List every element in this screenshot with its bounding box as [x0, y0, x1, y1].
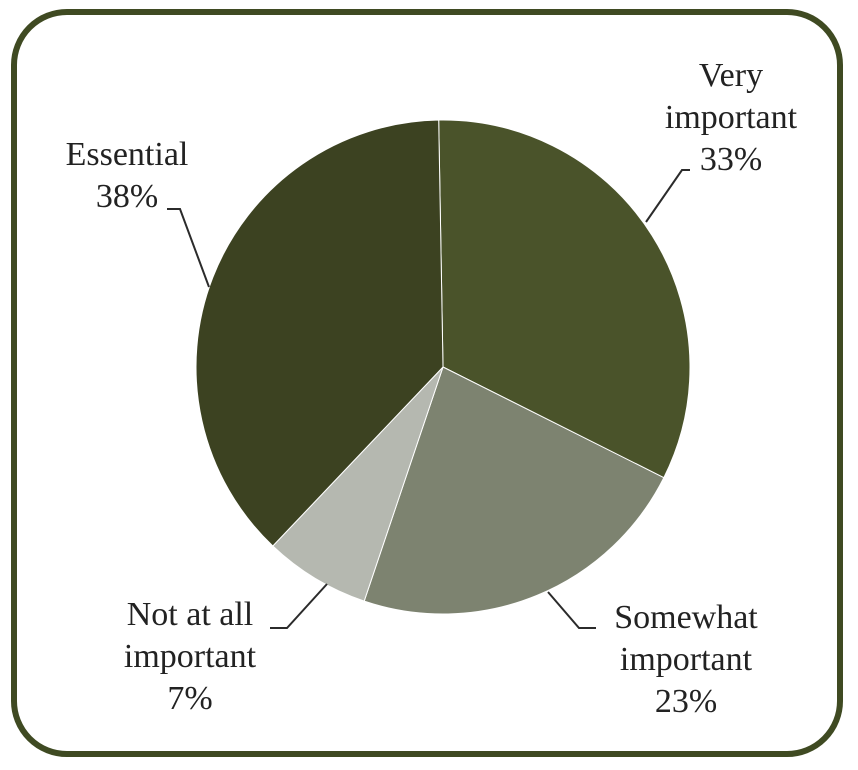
- leader-line-very-important: [645, 169, 690, 223]
- pie-slice-not-at-all-important: [272, 366, 444, 602]
- leader-line-essential: [167, 208, 210, 288]
- slice-label-somewhat-important: Somewhat important 23%: [614, 599, 758, 720]
- slice-label-line: Essential: [66, 136, 189, 173]
- slice-label-line: important: [124, 638, 257, 675]
- slice-label-line: important: [665, 99, 798, 136]
- slice-label-not-at-all-important: Not at all important 7%: [124, 596, 257, 717]
- slice-label-essential: Essential 38%: [66, 136, 189, 215]
- pie-slice-essential: [195, 119, 444, 547]
- leader-lines: [167, 169, 690, 629]
- slice-label-line: Very: [699, 57, 763, 94]
- leader-line-not-at-all-important: [270, 583, 328, 629]
- leader-line-somewhat-important: [547, 591, 596, 629]
- slice-label-line: 38%: [96, 178, 158, 215]
- slice-label-line: 23%: [655, 683, 717, 720]
- slice-label-line: 33%: [700, 141, 762, 178]
- pie-slices: [195, 119, 691, 615]
- pie-slice-very-important: [438, 119, 691, 479]
- pie-slice-somewhat-important: [363, 366, 665, 615]
- slice-label-line: Somewhat: [614, 599, 758, 636]
- slice-label-line: 7%: [167, 680, 212, 717]
- slice-label-line: Not at all: [127, 596, 254, 633]
- slice-label-very-important: Very important 33%: [665, 57, 798, 178]
- slice-labels: Very important 33% Somewhat important 23% Not …: [66, 57, 798, 720]
- slice-label-line: important: [620, 641, 753, 678]
